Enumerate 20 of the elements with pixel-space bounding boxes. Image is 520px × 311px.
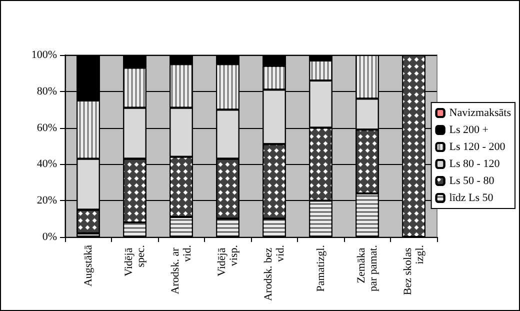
legend-label: Navizmaksāts (449, 107, 511, 119)
legend-label: Ls 80 - 120 (449, 158, 500, 170)
legend-label: Ls 50 - 80 (449, 175, 495, 187)
x-tick-label: Bez skolas izgl. (402, 244, 426, 296)
x-tick-label: Zemāka par pamat. (355, 244, 380, 292)
legend-label: līdz Ls 50 (449, 192, 494, 204)
y-tick-label: 0% (42, 231, 57, 243)
x-tick-label: Vidējā visp. (216, 244, 240, 276)
y-tick-label: 60% (36, 122, 57, 134)
y-tick-label: 20% (36, 194, 57, 207)
x-tick-label: Vidējā spec. (122, 244, 147, 276)
x-tick-label: Augstākā (82, 244, 94, 287)
x-tick-label: Arodsk. bez vid. (262, 244, 286, 301)
x-tick-label: Arodsk. ar vid. (169, 244, 194, 294)
y-tick-label: 40% (36, 158, 57, 170)
x-tick-label: Pamatizgl. (314, 244, 327, 292)
legend-label: Ls 200 + (449, 124, 489, 136)
legend-label: Ls 120 - 200 (449, 141, 506, 153)
y-tick-label: 80% (36, 85, 57, 98)
y-tick-label: 100% (31, 49, 57, 61)
